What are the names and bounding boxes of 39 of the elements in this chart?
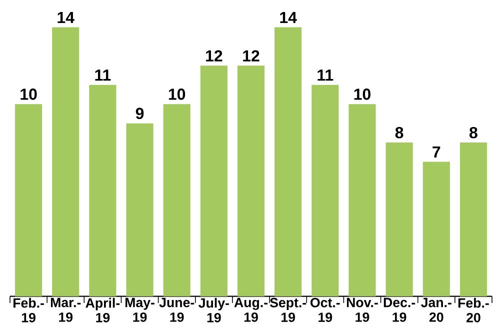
x-tick-label: Sept.- 19	[270, 298, 306, 322]
bar	[200, 66, 228, 296]
data-label: 11	[318, 70, 334, 81]
bar	[460, 142, 487, 296]
data-label: 7	[432, 146, 440, 158]
bar	[386, 142, 413, 296]
x-tick-label: Mar.- 19	[50, 298, 81, 322]
data-label: 12	[243, 50, 260, 62]
x-tick-label: July- 19	[198, 298, 229, 322]
data-label: 14	[58, 12, 74, 23]
bar	[312, 84, 339, 296]
x-tick-label: Jan.- 20	[421, 298, 452, 322]
x-tick-label: June- 19	[159, 298, 194, 322]
bar	[15, 104, 42, 296]
data-label: 9	[136, 108, 144, 120]
bar	[89, 84, 116, 296]
x-tick-label: May- 19	[125, 298, 154, 322]
x-tick-label: Dec.- 19	[384, 298, 416, 322]
data-label: 11	[95, 70, 111, 81]
data-label: 12	[206, 50, 222, 62]
x-tick-label: Feb.- 20	[458, 298, 489, 322]
bar	[348, 104, 376, 296]
bar	[163, 104, 190, 296]
data-label: 10	[20, 88, 37, 100]
bar	[126, 123, 154, 296]
bar	[422, 162, 450, 296]
data-label: 10	[168, 88, 186, 100]
data-label: 10	[354, 88, 370, 100]
data-label: 14	[280, 12, 297, 23]
bar	[274, 27, 302, 296]
x-tick-label: Aug.- 19	[234, 298, 268, 322]
bar	[52, 27, 80, 296]
data-label: 8	[395, 126, 404, 138]
data-label: 8	[470, 126, 478, 138]
x-tick-label: Nov.- 19	[346, 298, 378, 322]
bar	[237, 66, 265, 296]
x-tick-label: Feb.- 19	[14, 298, 44, 322]
x-tick-label: Oct.- 19	[310, 298, 340, 322]
x-tick-label: April- 19	[86, 298, 120, 322]
